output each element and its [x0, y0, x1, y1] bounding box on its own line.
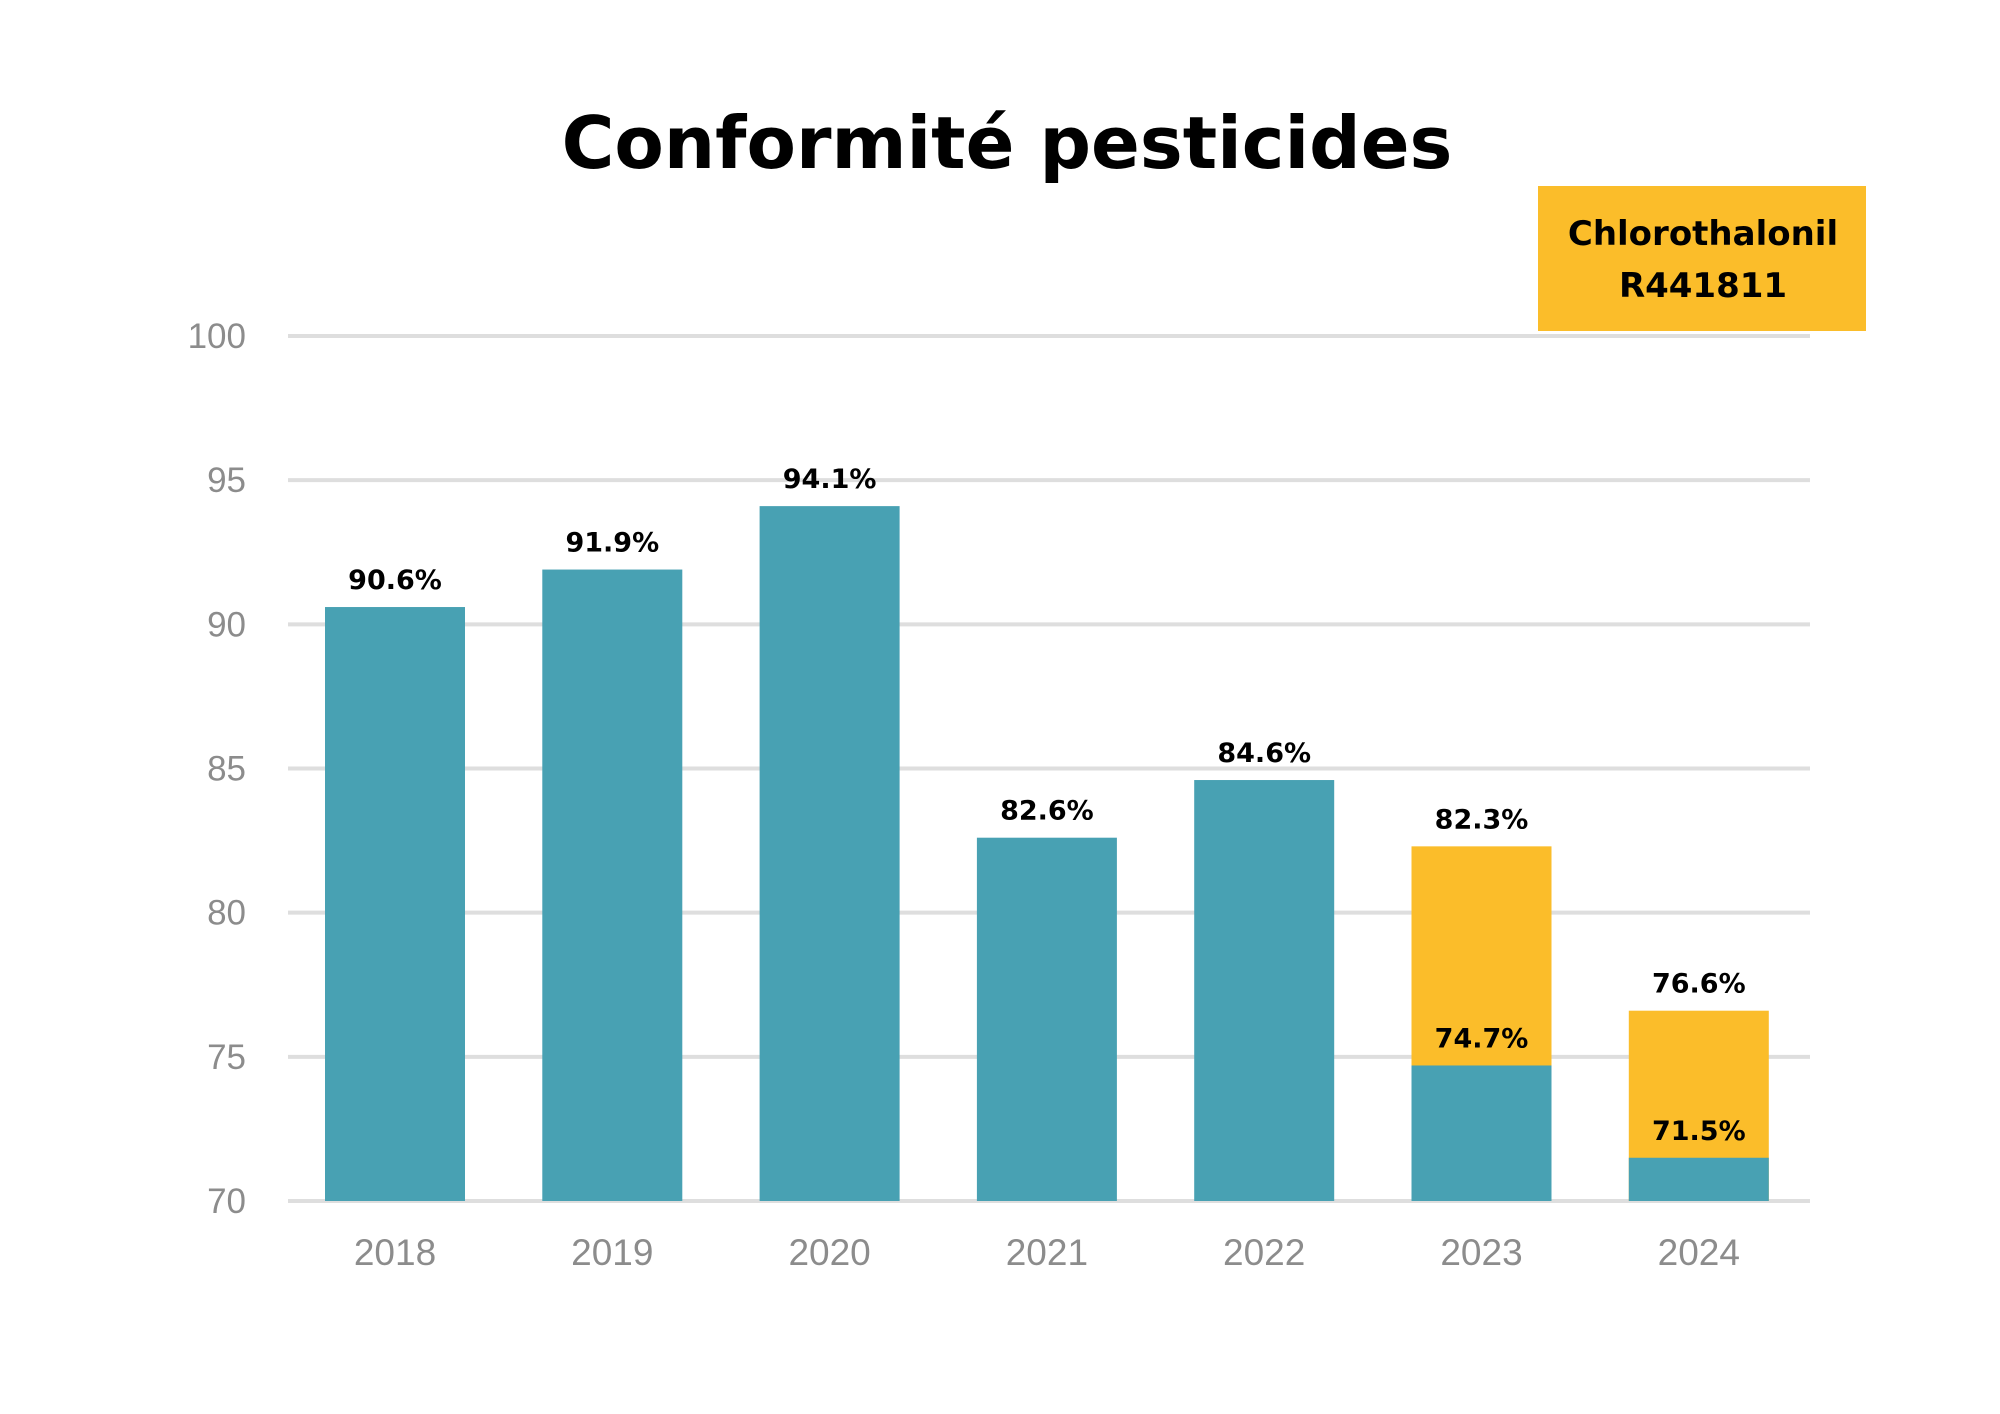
x-tick-label: 2023	[1440, 1232, 1522, 1273]
y-tick-label: 95	[207, 461, 246, 500]
data-label-chlorothalonil-2024: 76.6%	[1652, 969, 1746, 1000]
y-axis-ticks: 100 95 90 85 80 75 70	[188, 317, 246, 1221]
x-tick-label: 2019	[571, 1232, 653, 1273]
y-tick-label: 100	[188, 317, 246, 356]
bars	[325, 506, 1769, 1201]
data-labels: 90.6% 91.9% 94.1% 82.6% 84.6% 82.3% 74.7% 76.6%…	[348, 464, 1745, 1147]
legend-line-1: Chlorothalonil	[1568, 214, 1838, 254]
y-tick-label: 75	[207, 1038, 246, 1077]
legend-line-2: R441811	[1619, 266, 1787, 306]
x-tick-label: 2022	[1223, 1232, 1305, 1273]
data-label-2020: 94.1%	[783, 464, 877, 495]
data-label-chlorothalonil-2023: 82.3%	[1435, 804, 1529, 835]
data-label-2024: 71.5%	[1652, 1116, 1746, 1147]
bar-2023	[1411, 1065, 1552, 1201]
bar-2019	[542, 569, 683, 1201]
y-tick-label: 90	[207, 605, 246, 644]
bar-2024	[1628, 1157, 1769, 1201]
x-tick-label: 2021	[1006, 1232, 1088, 1273]
x-tick-label: 2024	[1658, 1232, 1740, 1273]
bar-2018	[325, 607, 465, 1201]
data-label-2018: 90.6%	[348, 565, 442, 596]
bar-2021	[976, 837, 1117, 1201]
x-tick-label: 2020	[788, 1232, 870, 1273]
chart-title: Conformité pesticides	[562, 101, 1453, 185]
y-tick-label: 85	[207, 750, 246, 789]
bar-2022	[1194, 780, 1335, 1201]
data-label-2021: 82.6%	[1000, 796, 1094, 827]
data-label-2019: 91.9%	[565, 528, 659, 559]
x-tick-label: 2018	[354, 1232, 436, 1273]
legend-box	[1538, 186, 1866, 331]
bar-2020	[759, 506, 900, 1201]
data-label-2023: 74.7%	[1435, 1023, 1529, 1054]
y-tick-label: 70	[207, 1182, 246, 1221]
x-axis-ticks: 2018 2019 2020 2021 2022 2023 2024	[354, 1232, 1740, 1273]
data-label-2022: 84.6%	[1217, 738, 1311, 769]
y-tick-label: 80	[207, 894, 246, 933]
legend: Chlorothalonil R441811	[1538, 186, 1866, 331]
